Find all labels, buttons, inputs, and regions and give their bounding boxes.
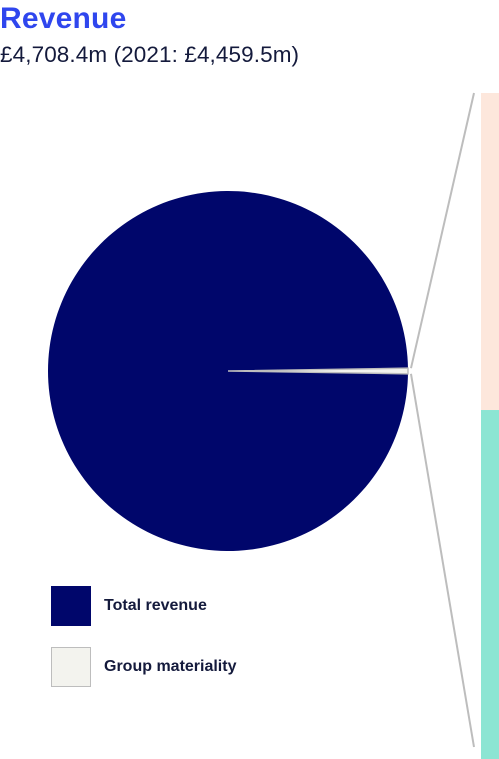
connector-lines: [409, 92, 475, 748]
legend-label-total-revenue: Total revenue: [104, 597, 207, 614]
pie-slices: [48, 190, 409, 551]
legend-swatch-total-revenue: [51, 586, 91, 626]
legend-item-group-materiality: Group materiality: [51, 647, 236, 687]
legend-item-total-revenue: Total revenue: [51, 586, 236, 626]
legend: Total revenue Group materiality: [51, 586, 236, 708]
connector-line-top: [410, 92, 475, 369]
legend-label-group-materiality: Group materiality: [104, 658, 237, 675]
materiality-breakdown-bar: [481, 93, 499, 759]
breakdown-segment-1: [481, 93, 499, 411]
legend-swatch-group-materiality: [51, 647, 91, 687]
chart-title: Revenue: [0, 2, 127, 35]
pie-slice-group-materiality: [227, 367, 409, 375]
chart-subtitle: £4,708.4m (2021: £4,459.5m): [0, 42, 300, 67]
connector-line-bottom: [409, 373, 475, 748]
breakdown-segment-2: [481, 410, 499, 759]
